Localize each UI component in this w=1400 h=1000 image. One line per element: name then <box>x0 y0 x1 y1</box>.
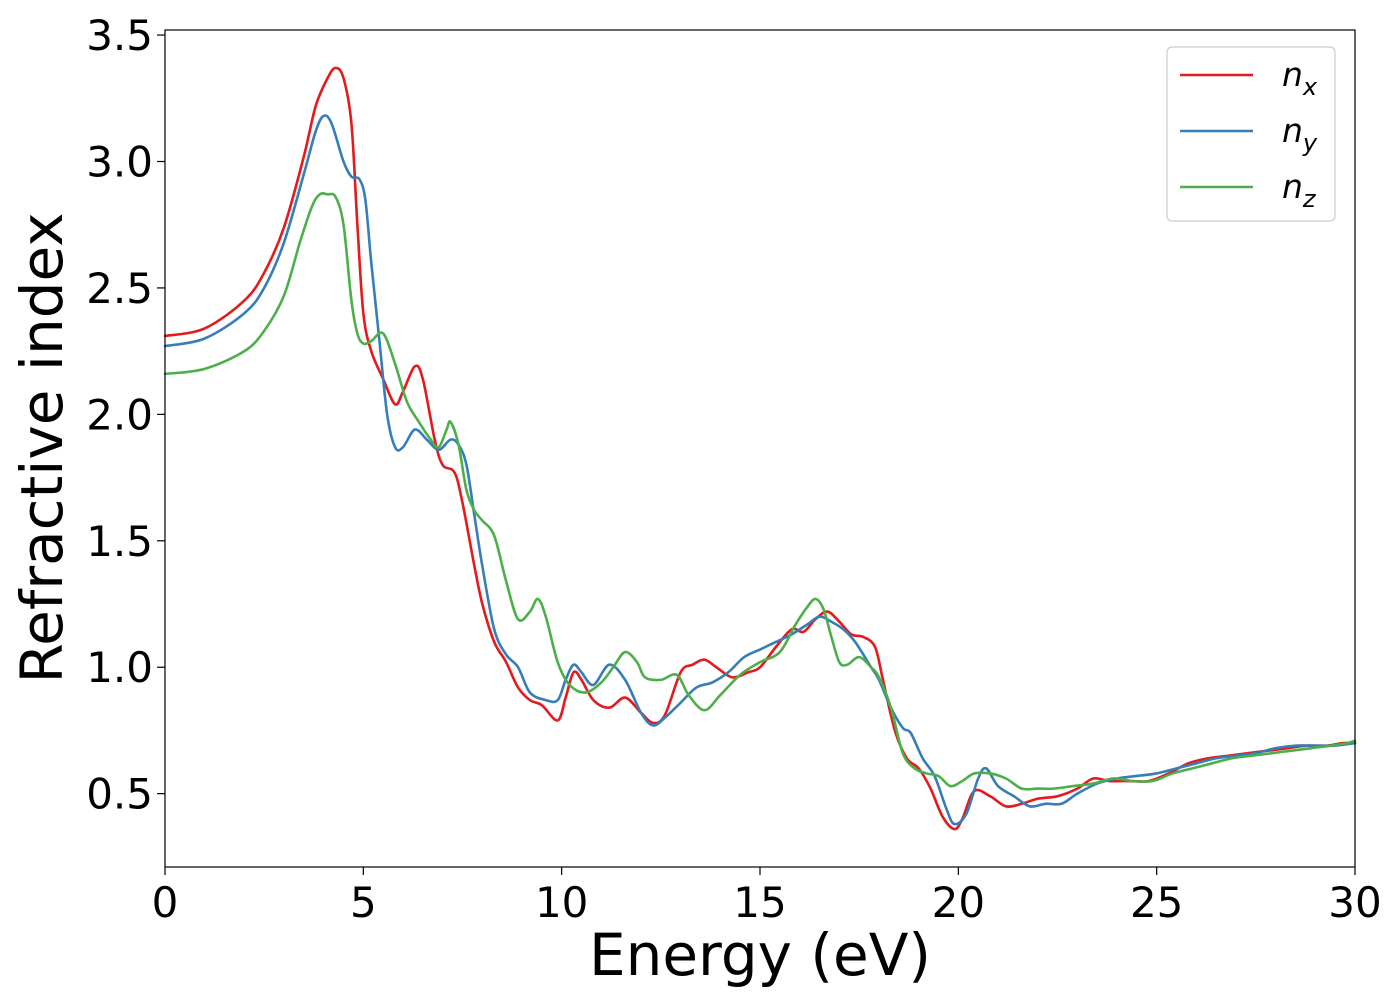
legend-box <box>1166 46 1336 222</box>
x-tick-label: 25 <box>1130 878 1183 927</box>
legend-label-y: ny <box>1282 111 1318 157</box>
x-tick-label: 5 <box>350 878 377 927</box>
x-tick-label: 0 <box>152 878 179 927</box>
x-axis-label: Energy (eV) <box>589 921 931 989</box>
legend-label-subscript: y <box>1302 129 1318 157</box>
series-line-z <box>163 192 1357 791</box>
legend-label-base: n <box>1282 55 1303 94</box>
y-tick-label: 1.5 <box>86 517 153 566</box>
legend-label-base: n <box>1282 167 1303 206</box>
legend-label-x: nx <box>1282 55 1318 101</box>
y-tick-label: 2.0 <box>86 390 153 439</box>
x-tick-label: 30 <box>1328 878 1381 927</box>
x-tick-label: 10 <box>535 878 588 927</box>
y-axis-label: Refractive index <box>8 212 76 683</box>
y-tick-label: 1.0 <box>86 643 153 692</box>
x-axis: 0 5 10 15 20 25 30 <box>152 867 1382 927</box>
series-line-y <box>163 114 1357 826</box>
y-tick-label: 2.5 <box>86 264 153 313</box>
legend-label-z: nz <box>1282 167 1317 213</box>
legend-label-subscript: z <box>1302 185 1317 213</box>
y-axis: 0.5 1.0 1.5 2.0 2.5 3.0 3.5 <box>86 11 165 819</box>
legend-label-subscript: x <box>1302 73 1318 101</box>
x-tick-label: 20 <box>932 878 985 927</box>
x-tick-label: 15 <box>733 878 786 927</box>
y-tick-label: 3.0 <box>86 137 153 186</box>
y-tick-label: 0.5 <box>86 770 153 819</box>
legend-label-base: n <box>1282 111 1303 150</box>
plot-series <box>163 66 1357 831</box>
series-line-x <box>163 66 1357 831</box>
y-tick-label: 3.5 <box>86 11 153 60</box>
